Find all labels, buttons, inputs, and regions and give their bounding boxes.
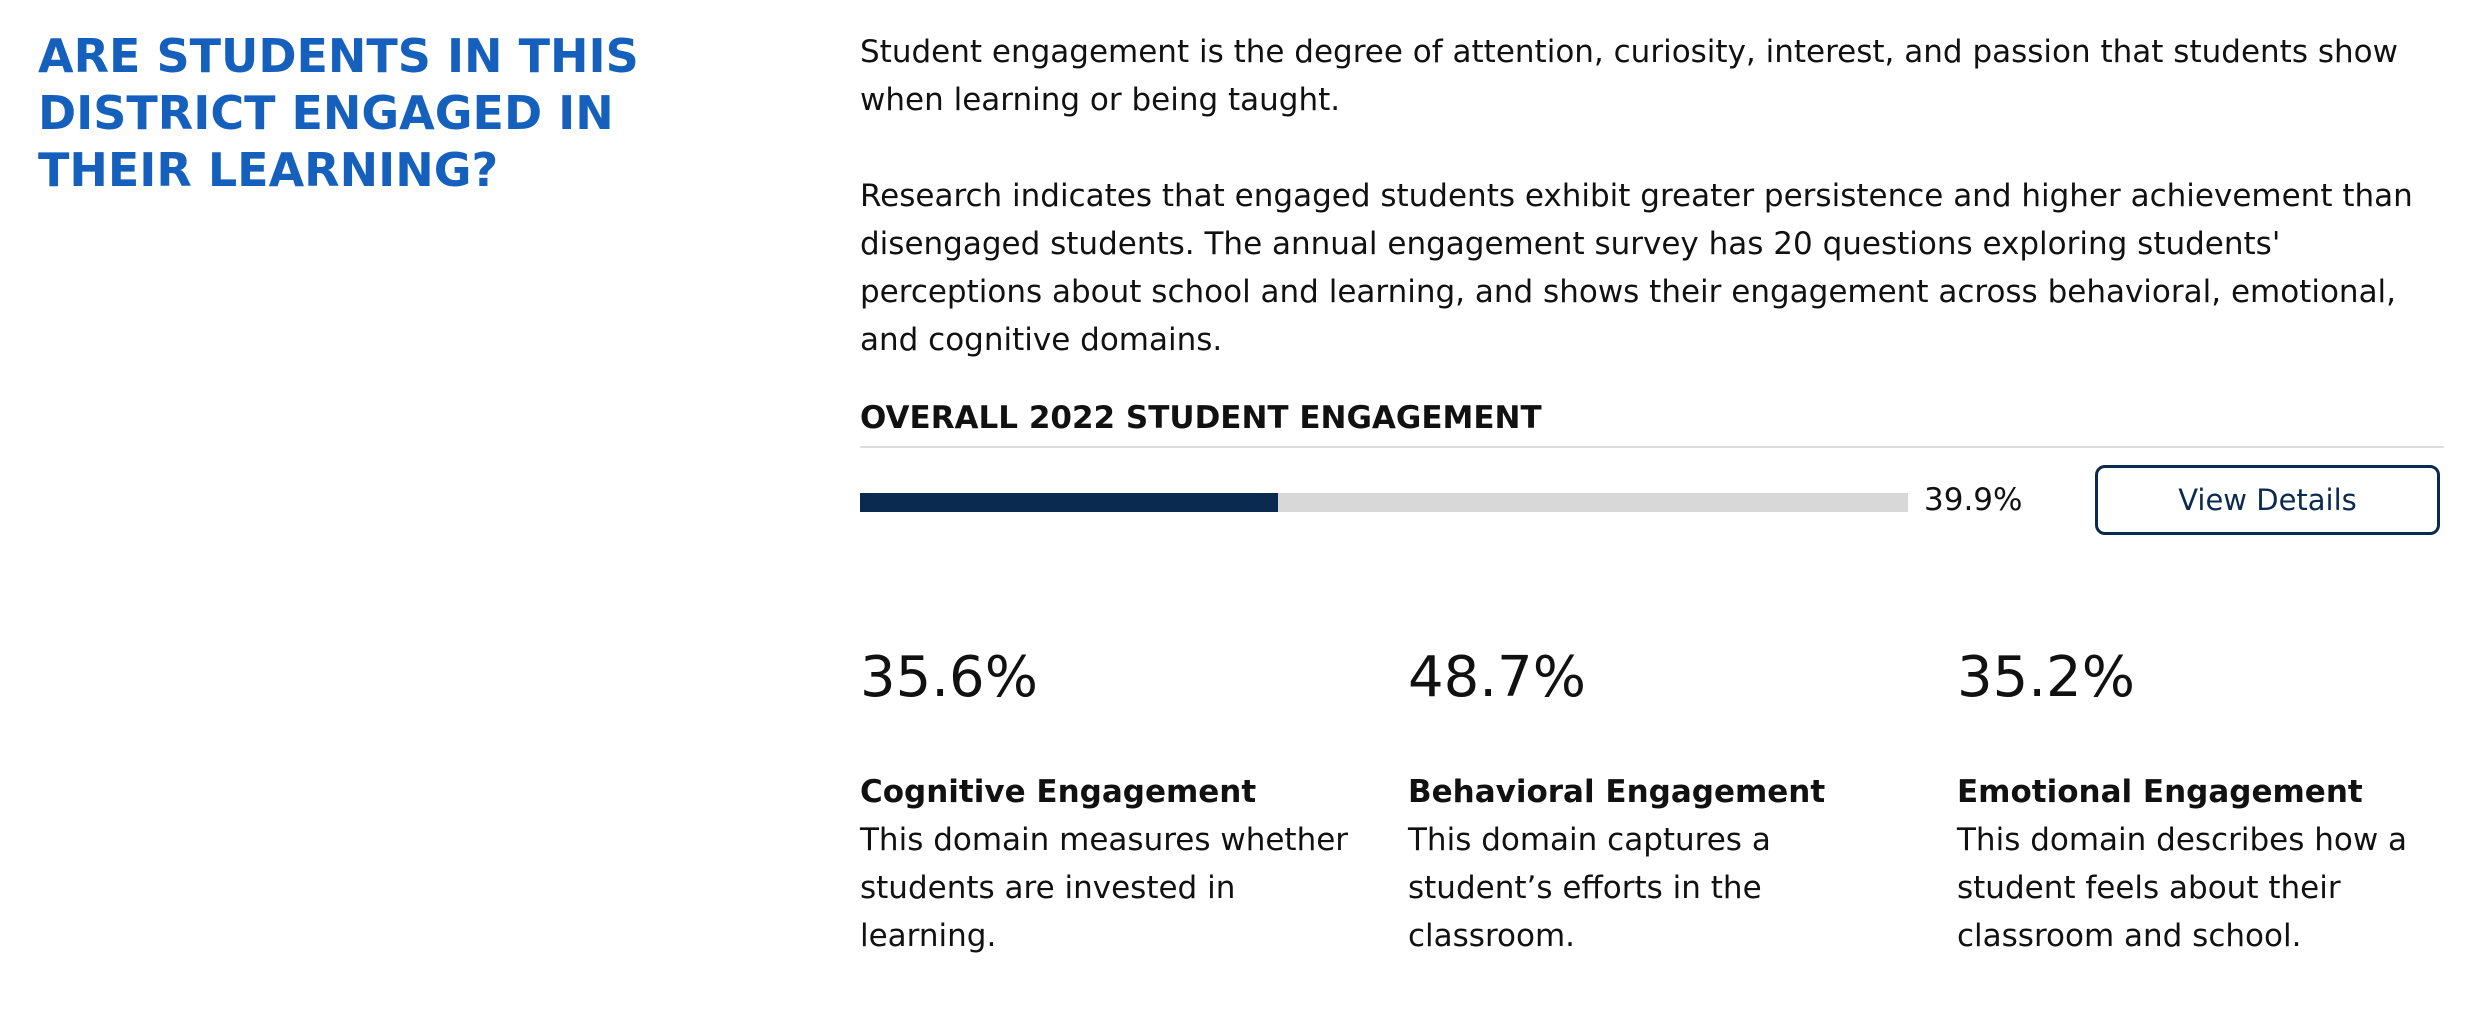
- overall-title: OVERALL 2022 STUDENT ENGAGEMENT: [860, 400, 1542, 436]
- domain-value: 35.2%: [1957, 645, 2135, 710]
- domain-title: Emotional Engagement: [1957, 774, 2363, 810]
- intro-paragraph: Student engagement is the degree of atte…: [860, 34, 2398, 118]
- domain-description: This domain captures a student’s efforts…: [1408, 822, 1771, 954]
- progress-track: [860, 493, 1908, 512]
- domain-value: 48.7%: [1408, 645, 1586, 710]
- domain-title: Cognitive Engagement: [860, 774, 1257, 810]
- domain-title: Behavioral Engagement: [1408, 774, 1826, 810]
- domain-description: This domain measures whether students ar…: [860, 822, 1349, 954]
- intro-paragraph: Research indicates that engaged students…: [860, 178, 2413, 358]
- domain-card: 48.7% Behavioral Engagement This domain ca…: [1408, 640, 1908, 960]
- divider: [860, 446, 2444, 448]
- progress-fill: [860, 493, 1279, 512]
- heading: ARE STUDENTS IN THIS DISTRICT ENGAGED IN…: [38, 29, 639, 197]
- domain-value: 35.6%: [860, 645, 1038, 710]
- overall-value: 39.9%: [1924, 482, 2023, 518]
- domain-card: 35.2% Emotional Engagement This domain des…: [1957, 640, 2457, 960]
- view-details-button[interactable]: View Details: [2095, 465, 2440, 535]
- domain-description: This domain describes how a student feel…: [1957, 822, 2408, 954]
- domain-card: 35.6% Cognitive Engagement This domain mea…: [860, 640, 1360, 960]
